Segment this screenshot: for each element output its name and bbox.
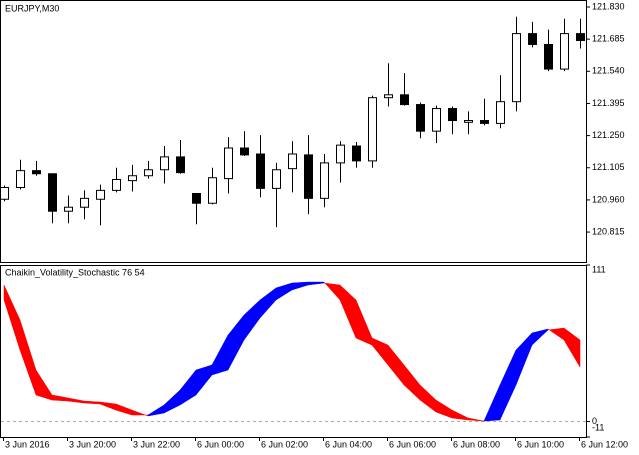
candle-body [336,144,345,164]
candle-body [32,170,41,175]
x-tick-label: 6 Jun 12:00 [581,439,628,449]
y-tick-label: -11 [592,422,604,432]
candle-body [0,186,9,200]
y-tick-label: 121.105 [592,162,625,172]
y-tick-label: 120.960 [592,194,625,204]
candle-body [176,156,185,174]
candle-body [480,120,489,124]
y-tick-label: 121.395 [592,98,625,108]
candle-body [560,33,569,70]
x-tick-label: 3 Jun 20:00 [69,439,116,449]
x-tick-label: 6 Jun 06:00 [389,439,436,449]
candle-body [160,156,169,171]
candle-body [272,169,281,189]
candle-body [256,153,265,189]
candle-body [352,145,361,162]
candle-body [304,154,313,199]
y-tick-label: 121.830 [592,1,625,11]
candle-body [464,120,473,123]
indicator-panel [0,265,587,438]
candle-body [320,162,329,199]
candle-body [576,33,585,41]
band-segment [563,327,581,368]
y-tick-label: 111 [592,264,606,274]
x-tick-label: 6 Jun 00:00 [197,439,244,449]
candle-body [544,43,553,70]
candle-body [208,177,217,204]
y-tick-label: 0 [592,416,597,426]
candle-body [448,108,457,122]
candle-body [48,173,57,212]
candle-body [368,97,377,162]
candle-body [528,33,537,45]
candle-body [384,94,393,99]
candle-body [416,104,425,132]
y-tick-label: 121.540 [592,66,625,76]
candle-body [496,101,505,124]
indicator-title: Chaikin_Volatility_Stochastic 76 54 [5,267,145,277]
x-tick-label: 6 Jun 10:00 [517,439,564,449]
x-tick-label: 6 Jun 04:00 [325,439,372,449]
candle-body [128,175,137,182]
x-tick-label: 3 Jun 2016 [5,439,50,449]
candle-body [224,147,233,180]
candle-body [64,206,73,212]
y-tick-label: 121.685 [592,34,625,44]
price-panel [0,0,587,263]
candle-body [16,170,25,188]
candle-body [80,197,89,208]
candle-body [288,153,297,170]
x-tick-label: 3 Jun 22:00 [133,439,180,449]
candle-body [240,147,249,156]
candle-body [400,94,409,106]
candle-body [192,192,201,204]
band-segment [467,417,485,422]
y-tick-label: 120.815 [592,226,625,236]
candle-body [512,33,521,103]
chart-title: EURJPY,M30 [5,3,59,13]
y-tick-label: 121.250 [592,130,625,140]
candle-body [96,189,105,200]
x-tick-label: 6 Jun 02:00 [261,439,308,449]
candle-body [112,179,121,191]
candle-body [432,108,441,132]
x-tick-label: 6 Jun 08:00 [453,439,500,449]
candle-body [144,169,153,177]
